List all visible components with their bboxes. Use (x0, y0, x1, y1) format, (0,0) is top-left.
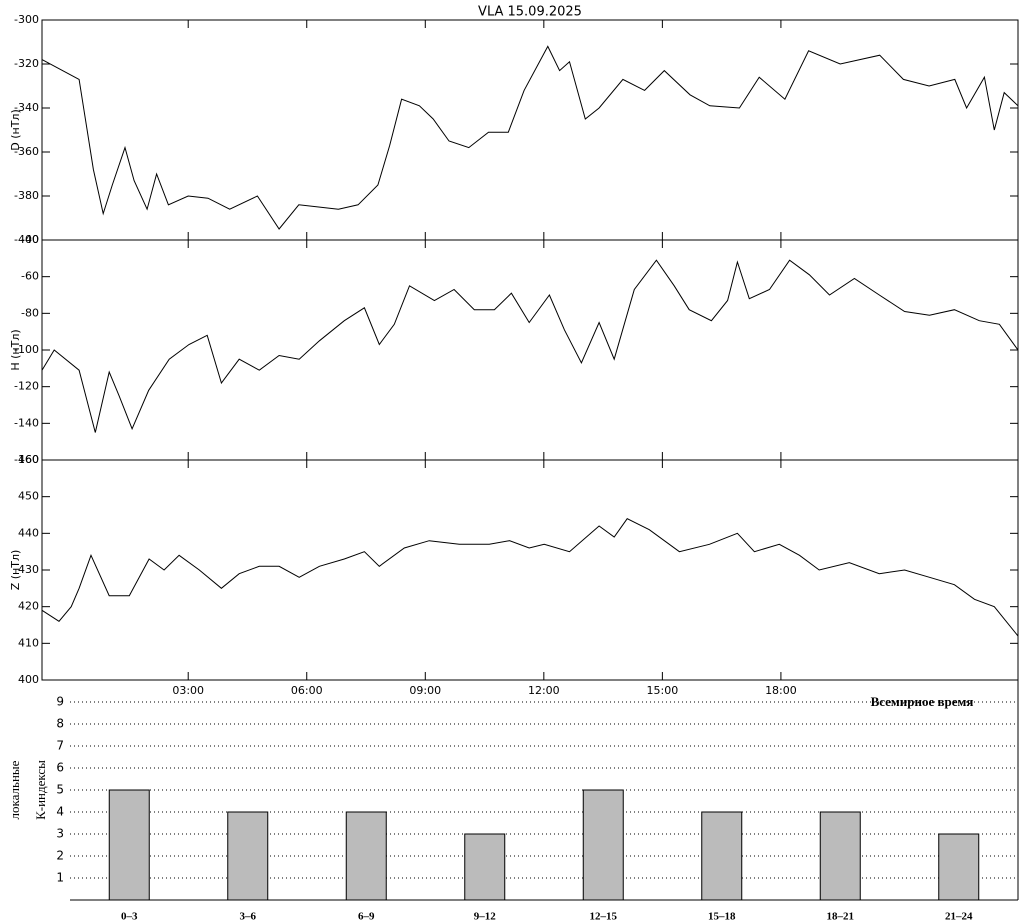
y-tick-label: 450 (18, 490, 39, 503)
bar (938, 833, 980, 901)
y-axis-label: локальные (7, 760, 22, 819)
y-tick-label: -300 (14, 13, 39, 26)
data-line (41, 518, 1019, 637)
y-tick-label: -120 (14, 380, 39, 393)
x-tick-label: 9–12 (474, 911, 497, 921)
x-tick-label: 21–24 (945, 911, 973, 921)
y-tick-label: -380 (14, 189, 39, 202)
x-tick-label: 18–21 (827, 911, 855, 921)
x-tick-label: 15:00 (647, 684, 679, 697)
y-tick-label: 6 (56, 761, 64, 775)
x-tick-label: 18:00 (765, 684, 797, 697)
x-tick-label: 3–6 (240, 911, 257, 921)
bar (701, 811, 743, 901)
y-tick-label: 430 (18, 563, 39, 576)
bar (582, 789, 624, 901)
y-tick-label: -320 (14, 57, 39, 70)
y-tick-label: 3 (56, 827, 64, 841)
chart-title: VLA 15.09.2025 (478, 5, 582, 20)
x-tick-label: 12–15 (590, 911, 618, 921)
bar (464, 833, 506, 901)
y-tick-label: -40 (21, 233, 39, 246)
y-tick-label: 2 (56, 849, 64, 863)
y-tick-label: 400 (18, 673, 39, 686)
bar (108, 789, 150, 901)
y-axis-label: D (нТл) (9, 109, 22, 151)
y-tick-label: 8 (56, 717, 64, 731)
plot-frame (41, 19, 1019, 241)
plot-frame (41, 239, 1019, 461)
y-tick-label: 9 (56, 695, 64, 709)
plot-frame (41, 459, 1019, 681)
y-tick-label: 4 (56, 805, 64, 819)
y-axis-label: H (нТл) (9, 329, 22, 370)
annotation: Всемирное время (871, 694, 974, 709)
y-tick-label: 7 (56, 739, 64, 753)
y-tick-label: -140 (14, 416, 39, 429)
y-tick-label: -360 (14, 145, 39, 158)
y-tick-label: 1 (56, 871, 64, 885)
y-tick-label: -340 (14, 101, 39, 114)
x-tick-label: 0–3 (121, 911, 138, 921)
y-tick-label: -160 (14, 453, 39, 466)
bar (819, 811, 861, 901)
x-tick-label: 12:00 (528, 684, 560, 697)
y-tick-label: -100 (14, 343, 39, 356)
data-line (41, 45, 1019, 230)
y-tick-label: 5 (56, 783, 64, 797)
y-tick-label: 410 (18, 636, 39, 649)
y-axis-label: К-индексы (33, 760, 48, 820)
x-tick-label: 15–18 (708, 911, 736, 921)
y-tick-label: 440 (18, 526, 39, 539)
y-tick-label: -80 (21, 306, 39, 319)
x-tick-label: 6–9 (358, 911, 375, 921)
x-tick-label: 09:00 (409, 684, 441, 697)
bar (227, 811, 269, 901)
y-axis-label: Z (нТл) (9, 550, 22, 591)
x-tick-label: 03:00 (172, 684, 204, 697)
y-tick-label: -60 (21, 270, 39, 283)
y-tick-label: -400 (14, 233, 39, 246)
x-tick-label: 06:00 (291, 684, 323, 697)
bar (345, 811, 387, 901)
y-tick-label: 420 (18, 600, 39, 613)
y-tick-label: 460 (18, 453, 39, 466)
data-line (41, 259, 1019, 433)
